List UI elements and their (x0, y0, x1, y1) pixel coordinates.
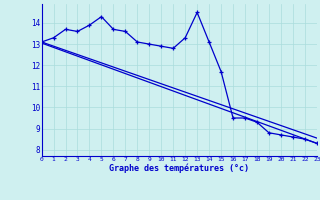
X-axis label: Graphe des températures (°c): Graphe des températures (°c) (109, 164, 249, 173)
